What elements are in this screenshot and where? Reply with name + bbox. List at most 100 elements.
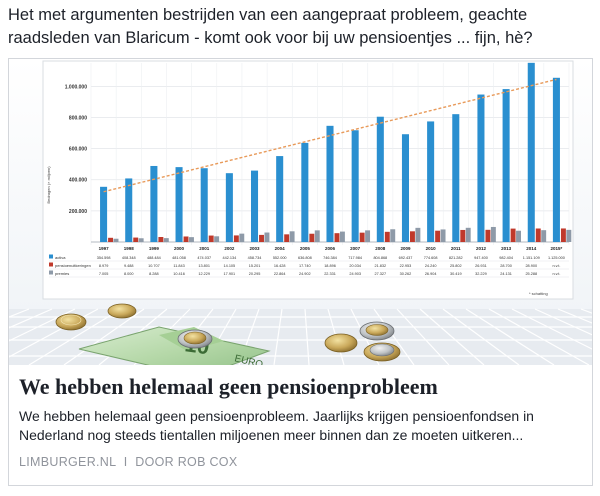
table-cell: 746.384 bbox=[323, 256, 337, 260]
x-tick-label: 2000 bbox=[174, 246, 185, 251]
post-text: Het met argumenten bestrijden van een aa… bbox=[8, 6, 533, 47]
x-tick-label: 2004 bbox=[275, 246, 286, 251]
bar-activa bbox=[175, 167, 183, 242]
perspective-line bbox=[511, 308, 592, 350]
table-cell: 10.416 bbox=[173, 272, 185, 276]
table-cell: 24.131 bbox=[500, 272, 512, 276]
table-cell: 1.125.000 bbox=[548, 256, 565, 260]
table-cell: n.v.t. bbox=[552, 272, 560, 276]
bar-premies bbox=[415, 227, 421, 242]
perspective-line bbox=[9, 308, 76, 342]
link-preview-card[interactable]: 200.000 400.000 600.000 800.000 1.000.000 Be… bbox=[8, 58, 593, 486]
bar-activa bbox=[276, 156, 284, 242]
trend-line bbox=[103, 78, 557, 193]
table-cell: 982.404 bbox=[499, 256, 513, 260]
table-cell: 8.288 bbox=[149, 272, 159, 276]
table-cell: 408.348 bbox=[122, 256, 136, 260]
table-cell: 14.105 bbox=[224, 264, 236, 268]
bar-premies bbox=[214, 236, 220, 242]
table-cell: 17.740 bbox=[299, 264, 311, 268]
table-cell: 481.058 bbox=[172, 256, 186, 260]
link-title[interactable]: We hebben helemaal geen pensioenprobleem bbox=[19, 374, 438, 399]
perspective-line bbox=[534, 308, 592, 336]
table-cell: 21.832 bbox=[375, 264, 387, 268]
table-cell: 30.419 bbox=[450, 272, 462, 276]
x-tick-label: 1999 bbox=[149, 246, 160, 251]
bar-premies bbox=[163, 238, 169, 242]
bar-activa bbox=[376, 116, 384, 242]
link-description: We hebben helemaal geen pensioenprobleem… bbox=[19, 408, 534, 443]
x-tick-label: 2015* bbox=[551, 246, 563, 251]
table-cell: 30.262 bbox=[400, 272, 412, 276]
bar-activa bbox=[100, 186, 108, 242]
bar-pensioenuitkeringen bbox=[535, 228, 541, 242]
table-cell: 22.331 bbox=[324, 272, 336, 276]
table-cell: 32.229 bbox=[475, 272, 487, 276]
x-tick-label: 2007 bbox=[350, 246, 361, 251]
bar-pensioenuitkeringen bbox=[359, 232, 365, 242]
y-tick-label: 800.000 bbox=[69, 115, 87, 121]
bar-activa bbox=[251, 170, 259, 242]
bar-pensioenuitkeringen bbox=[485, 229, 491, 242]
table-cell: 13.801 bbox=[198, 264, 210, 268]
bar-activa bbox=[527, 62, 535, 243]
table-legend-swatch bbox=[49, 254, 53, 259]
table-cell: 1.151.109 bbox=[523, 256, 540, 260]
table-cell: 552.000 bbox=[273, 256, 287, 260]
bar-premies bbox=[541, 230, 547, 242]
table-cell: 17.901 bbox=[224, 272, 236, 276]
bar-pensioenuitkeringen bbox=[309, 233, 315, 242]
bar-pensioenuitkeringen bbox=[259, 234, 264, 242]
table-cell: 774.608 bbox=[424, 256, 438, 260]
table-cell: 15.201 bbox=[249, 264, 261, 268]
bar-premies bbox=[465, 227, 471, 242]
bar-premies bbox=[490, 226, 496, 242]
bar-premies bbox=[365, 230, 371, 242]
x-tick-label: 2005 bbox=[300, 246, 311, 251]
source-separator: I bbox=[123, 455, 128, 469]
table-cell: 8.000 bbox=[124, 272, 134, 276]
link-preview-image[interactable]: 200.000 400.000 600.000 800.000 1.000.000 Be… bbox=[9, 59, 592, 365]
table-cell: 18.896 bbox=[324, 264, 336, 268]
bar-activa bbox=[477, 94, 485, 242]
table-cell: 804.868 bbox=[373, 256, 387, 260]
table-cell: 26.904 bbox=[425, 272, 437, 276]
link-preview-body[interactable]: We hebben helemaal geen pensioenprobleem… bbox=[9, 365, 592, 469]
table-cell: 26.931 bbox=[475, 264, 487, 268]
bar-activa bbox=[552, 77, 560, 242]
table-cell: 692.437 bbox=[399, 256, 413, 260]
bar-premies bbox=[189, 237, 194, 242]
table-cell: 22.953 bbox=[400, 264, 412, 268]
bar-activa bbox=[150, 165, 158, 242]
bar-pensioenuitkeringen bbox=[510, 228, 516, 242]
pension-chart: 200.000 400.000 600.000 800.000 1.000.000 Be… bbox=[9, 59, 592, 365]
bar-premies bbox=[314, 230, 320, 242]
y-tick-label: 200.000 bbox=[69, 209, 87, 215]
link-source: LIMBURGER.NL I DOOR ROB COX bbox=[19, 455, 582, 469]
bar-pensioenuitkeringen bbox=[158, 237, 164, 242]
bar-premies bbox=[239, 233, 245, 242]
table-cell: 25.288 bbox=[525, 272, 537, 276]
table-row-label: premies bbox=[55, 271, 69, 276]
table-cell: 22.864 bbox=[274, 272, 286, 276]
perspective-line bbox=[557, 308, 592, 324]
table-cell: 24.902 bbox=[299, 272, 311, 276]
table-cell: 25.802 bbox=[450, 264, 462, 268]
bar-premies bbox=[440, 229, 446, 242]
bar-pensioenuitkeringen bbox=[133, 237, 139, 242]
x-tick-label: 2001 bbox=[199, 246, 210, 251]
bar-pensioenuitkeringen bbox=[108, 237, 114, 242]
table-legend-swatch bbox=[49, 270, 53, 275]
bar-pensioenuitkeringen bbox=[183, 236, 189, 242]
y-axis-label: Bedragen (× miljoen) bbox=[46, 166, 51, 204]
bar-activa bbox=[401, 134, 409, 242]
bar-activa bbox=[502, 89, 510, 242]
table-cell: 354.598 bbox=[97, 256, 111, 260]
source-domain[interactable]: LIMBURGER.NL bbox=[19, 455, 116, 469]
table-cell: 636.808 bbox=[298, 256, 312, 260]
table-cell: 10.707 bbox=[148, 264, 160, 268]
bar-premies bbox=[566, 229, 572, 242]
bar-pensioenuitkeringen bbox=[334, 233, 340, 242]
table-cell: 474.037 bbox=[197, 256, 211, 260]
bar-pensioenuitkeringen bbox=[284, 234, 290, 242]
